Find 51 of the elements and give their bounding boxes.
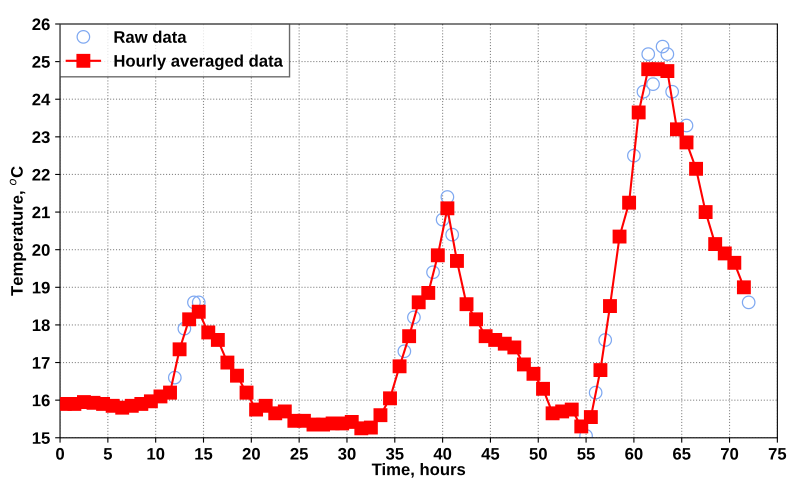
- x-tick-label: 65: [673, 448, 691, 460]
- y-tick-label: 22: [32, 168, 50, 180]
- point: [646, 77, 660, 92]
- y-tick-label: 18: [32, 319, 50, 332]
- point: [627, 148, 641, 163]
- point: [665, 84, 680, 99]
- y-tick-label: 23: [32, 131, 50, 144]
- point: [445, 228, 460, 242]
- point: [397, 344, 412, 358]
- x-tick-label: 15: [195, 448, 212, 460]
- point: [426, 265, 440, 280]
- point: [436, 212, 450, 226]
- point: [598, 333, 612, 347]
- legend-label: Raw data: [114, 30, 187, 43]
- x-tick-label: 30: [338, 448, 356, 460]
- x-tick-label: 20: [242, 448, 260, 460]
- x-tick-label: 70: [720, 448, 738, 460]
- point: [660, 47, 674, 61]
- x-tick-label: 5: [104, 448, 112, 460]
- x-tick-label: 25: [290, 448, 308, 460]
- point: [636, 84, 650, 99]
- x-tick-label: 45: [481, 448, 500, 460]
- x-tick-label: 10: [147, 448, 164, 460]
- x-axis-title: Time, hours: [372, 463, 466, 478]
- y-tick-label: 25: [32, 56, 50, 68]
- point: [656, 40, 670, 54]
- legend-label: Hourly averaged data: [114, 54, 283, 70]
- point: [168, 370, 182, 384]
- point: [407, 310, 421, 324]
- y-tick-label: 15: [32, 432, 50, 444]
- x-tick-label: 35: [386, 448, 404, 460]
- point: [641, 47, 656, 61]
- x-tick-label: 0: [56, 448, 64, 460]
- point: [187, 295, 201, 310]
- point: [178, 322, 192, 336]
- y-tick-label: 26: [32, 18, 50, 30]
- point: [742, 295, 756, 310]
- y-tick-label: 24: [32, 94, 50, 106]
- y-tick-label: 16: [32, 394, 50, 406]
- x-tick-label: 50: [530, 448, 547, 460]
- y-axis-title: Temperature, $^{o}$C: [10, 166, 26, 296]
- x-tick-label: 40: [434, 448, 452, 460]
- x-tick-label: 60: [625, 448, 642, 460]
- x-tick-label: 75: [768, 448, 786, 460]
- point: [588, 386, 603, 400]
- y-tick-label: 21: [32, 206, 50, 218]
- point: [680, 118, 694, 132]
- y-tick-label: 20: [32, 244, 50, 256]
- y-tick-label: 19: [32, 282, 50, 294]
- x-tick-label: 55: [577, 448, 595, 460]
- y-tick-label: 17: [32, 357, 50, 369]
